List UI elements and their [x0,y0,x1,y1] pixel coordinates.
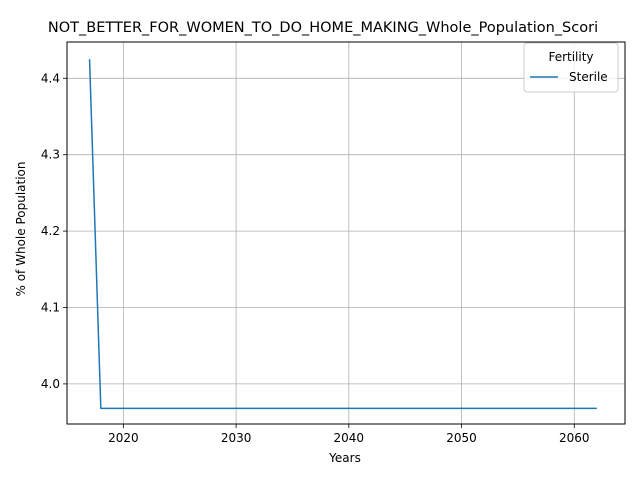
y-tick-label: 4.0 [41,377,60,391]
y-tick-label: 4.3 [41,148,60,162]
x-tick-label: 2030 [221,431,252,445]
series-lines [88,59,597,410]
x-tick-label: 2060 [559,431,590,445]
y-tick-label: 4.4 [41,71,60,85]
x-axis-ticks: 2020 2030 2040 2050 2060 [108,424,590,445]
y-axis-label: % of Whole Population [14,162,28,297]
plot-frame [66,41,626,425]
y-tick-label: 4.2 [41,224,60,238]
chart-title: NOT_BETTER_FOR_WOMEN_TO_DO_HOME_MAKING_W… [48,20,598,36]
legend-title: Fertility [548,50,593,64]
x-axis-label: Years [328,451,361,465]
y-tick-label: 4.1 [41,300,60,314]
y-axis-ticks: 4.0 4.1 4.2 4.3 4.4 [41,71,67,391]
x-tick-label: 2040 [334,431,365,445]
series-line-sterile [88,59,597,410]
legend: Fertility Sterile [523,42,619,93]
x-tick-label: 2050 [446,431,477,445]
x-tick-label: 2020 [108,431,139,445]
legend-label-sterile: Sterile [569,70,608,84]
legend-box [523,42,619,93]
